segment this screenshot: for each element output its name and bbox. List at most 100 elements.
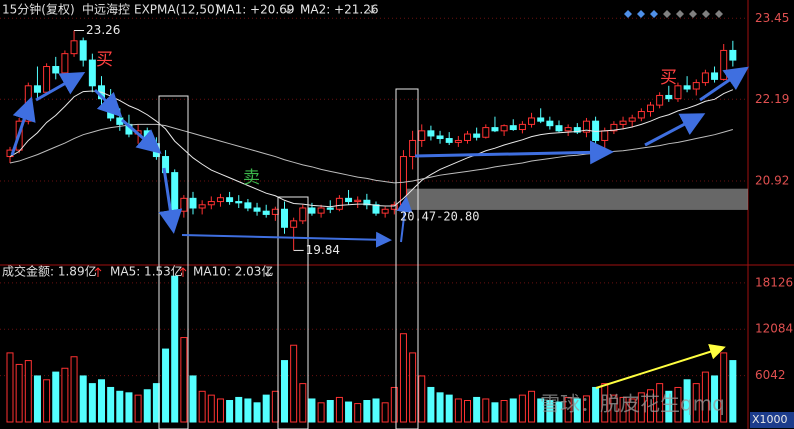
volume-bar — [582, 395, 590, 423]
candle-body — [171, 172, 179, 212]
header: 15分钟(复权) 中远海控 EXPMA(12,50) MA1: +20.69 M… — [2, 2, 378, 279]
watermark: 雪球：脱皮花生qmq — [540, 392, 725, 416]
volume-bar — [171, 275, 179, 423]
band-layer — [405, 188, 748, 210]
unit-badge — [750, 412, 794, 428]
trend-arrow — [699, 66, 749, 102]
stock-name: 中远海控 — [82, 2, 130, 17]
volume-bar — [88, 383, 96, 423]
candle-body — [482, 127, 490, 138]
volume-bar — [592, 386, 600, 423]
down-arrow-icon — [368, 5, 376, 14]
volume-bar — [281, 360, 288, 423]
candle-body — [189, 197, 197, 209]
y-tick-label: 23.45 — [755, 11, 789, 25]
candle-body — [729, 49, 737, 61]
volume-bar — [61, 367, 69, 423]
candle-body — [281, 208, 288, 228]
volume-bar — [271, 390, 279, 423]
candle-body — [711, 72, 719, 80]
volume-bar — [537, 398, 545, 423]
diamond-icon — [702, 10, 710, 18]
candle-body — [381, 208, 389, 214]
annotations: 买 买 卖 雪球：脱皮花生qmq 20.47-20.80 23.26 19.84 — [74, 23, 725, 416]
unit-label: X1000 — [752, 413, 788, 426]
legend-entry: MA2: +21.26 — [300, 3, 378, 17]
diamond-icon — [650, 10, 658, 18]
candle-body — [665, 94, 673, 100]
volume-bar — [665, 390, 673, 423]
diamond-icon — [637, 10, 645, 18]
candle-body — [244, 202, 252, 209]
highlight-boxes — [158, 88, 419, 429]
volume-bar — [729, 360, 737, 423]
sell-note: 卖 — [243, 168, 260, 188]
up-arrow-icon — [179, 267, 187, 277]
volume-bar — [683, 379, 691, 423]
candle-body — [674, 85, 682, 100]
candle-body — [518, 123, 526, 131]
volume-bar — [354, 403, 362, 423]
y-tick-label: 18126 — [755, 275, 793, 289]
trend-arrows — [10, 66, 749, 389]
volume-bar — [262, 394, 270, 423]
volume-bar — [445, 394, 453, 423]
volume-bar — [518, 394, 526, 423]
candle-body — [317, 207, 325, 214]
candle-body — [198, 204, 206, 209]
volume-bar — [235, 396, 243, 423]
volume-bar — [43, 379, 51, 423]
highlight-box — [158, 95, 189, 429]
volume-bar — [198, 390, 206, 423]
candle-body — [500, 125, 508, 132]
candle-body — [372, 204, 380, 214]
volume-bar — [399, 333, 407, 423]
price-band — [405, 188, 748, 210]
volume-bar — [244, 398, 252, 423]
volume-bar — [79, 375, 87, 423]
candle-body — [701, 72, 709, 84]
candle-body — [509, 125, 517, 131]
volume-bar — [180, 337, 188, 423]
volume-bar — [107, 386, 115, 423]
candle-body — [601, 130, 609, 141]
high-label: 23.26 — [86, 23, 120, 37]
volume-bar — [308, 398, 316, 423]
volume-bar — [98, 379, 105, 423]
diamond-icon — [715, 10, 723, 18]
candle-body — [546, 120, 554, 127]
up-arrow-icon — [94, 267, 102, 277]
volume-bar — [363, 400, 371, 423]
diamond-icon — [676, 10, 684, 18]
volume-bar — [335, 396, 343, 423]
volume-bar — [216, 398, 224, 423]
volume-bar — [482, 398, 490, 423]
volume-bar — [528, 390, 536, 423]
candle-body — [79, 40, 87, 61]
candle-body — [88, 59, 96, 87]
grid: 20.92 22.19 23.45 6042 12084 18126 X1000 — [0, 11, 794, 428]
trend-arrow — [121, 118, 162, 154]
candle-body — [235, 201, 243, 204]
volume-bar — [418, 375, 426, 423]
volume-bar — [610, 394, 618, 423]
candle-body — [555, 125, 563, 132]
candle-body — [216, 197, 224, 203]
volume-bar — [573, 398, 581, 423]
candle-body — [647, 104, 654, 113]
trend-arrow — [181, 231, 392, 248]
legend-entry: MA5: 1.53亿 — [110, 264, 183, 279]
trend-arrow — [93, 88, 123, 118]
volume-bar — [427, 386, 435, 423]
candle-body — [345, 197, 353, 203]
volume-bar — [317, 402, 325, 423]
volume-bar — [601, 383, 609, 423]
candle-body — [573, 127, 581, 133]
volume-bar — [637, 392, 645, 423]
volume-bar — [326, 400, 334, 423]
volume-bar — [546, 400, 554, 423]
candle-body — [52, 66, 60, 74]
diamond-icon — [663, 10, 671, 18]
volume-bar — [143, 389, 151, 423]
